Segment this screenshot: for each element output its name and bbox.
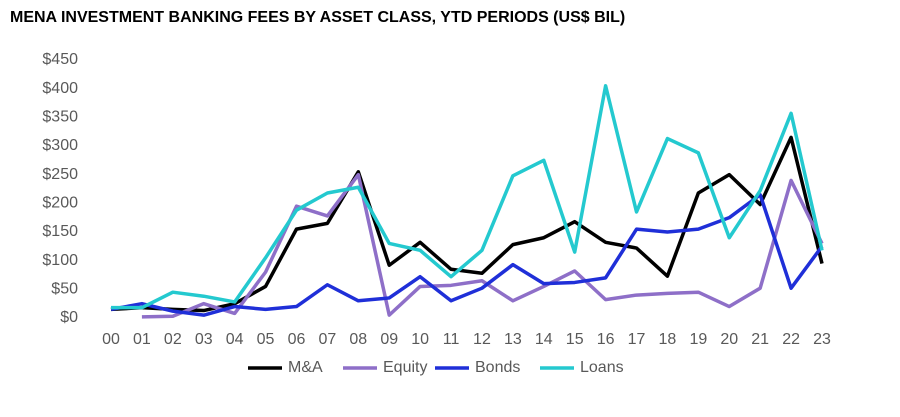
x-tick-label: 00 bbox=[102, 331, 120, 348]
series-line bbox=[110, 135, 824, 313]
y-tick-label: $300 bbox=[42, 137, 78, 154]
y-tick-label: $400 bbox=[42, 80, 78, 97]
x-tick-label: 03 bbox=[195, 331, 213, 348]
legend-label: Loans bbox=[580, 359, 624, 376]
x-tick-label: 19 bbox=[689, 331, 707, 348]
legend-label: Bonds bbox=[475, 359, 520, 376]
x-tick-label: 02 bbox=[164, 331, 182, 348]
x-tick-label: 18 bbox=[659, 331, 677, 348]
x-tick-label: 20 bbox=[720, 331, 738, 348]
y-tick-label: $150 bbox=[42, 223, 78, 240]
x-tick-label: 01 bbox=[133, 331, 151, 348]
x-tick-label: 23 bbox=[813, 331, 831, 348]
y-tick-label: $350 bbox=[42, 109, 78, 126]
x-tick-label: 22 bbox=[782, 331, 800, 348]
series-line bbox=[141, 172, 824, 319]
y-tick-label: $250 bbox=[42, 166, 78, 183]
x-tick-label: 06 bbox=[288, 331, 306, 348]
y-tick-label: $200 bbox=[42, 195, 78, 212]
y-tick-label: $50 bbox=[51, 281, 78, 298]
x-tick-label: 15 bbox=[566, 331, 584, 348]
y-tick-label: $450 bbox=[42, 51, 78, 68]
x-tick-label: 07 bbox=[318, 331, 336, 348]
y-tick-label: $0 bbox=[60, 309, 78, 326]
series-line bbox=[111, 84, 824, 310]
series-line bbox=[110, 192, 824, 317]
x-tick-label: 11 bbox=[443, 331, 460, 348]
x-tick-label: 13 bbox=[504, 331, 522, 348]
chart-title: MENA INVESTMENT BANKING FEES BY ASSET CL… bbox=[10, 9, 625, 26]
y-tick-label: $100 bbox=[42, 252, 78, 269]
legend-label: Equity bbox=[383, 359, 427, 376]
x-tick-label: 05 bbox=[257, 331, 275, 348]
x-tick-label: 08 bbox=[349, 331, 367, 348]
x-tick-label: 16 bbox=[597, 331, 615, 348]
legend-label: M&A bbox=[288, 359, 323, 376]
x-tick-label: 04 bbox=[226, 331, 244, 348]
x-tick-label: 14 bbox=[535, 331, 553, 348]
x-tick-label: 12 bbox=[473, 331, 491, 348]
x-tick-label: 09 bbox=[380, 331, 398, 348]
x-tick-label: 17 bbox=[628, 331, 646, 348]
x-tick-label: 21 bbox=[751, 331, 769, 348]
x-tick-label: 10 bbox=[411, 331, 429, 348]
